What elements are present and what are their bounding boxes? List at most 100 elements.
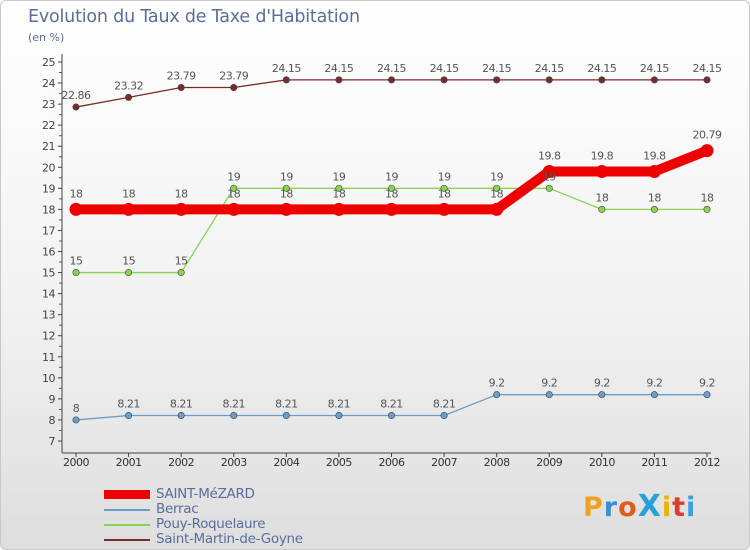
legend-swatch [104,524,150,526]
logo-letter: i [686,492,697,523]
data-label: 24.15 [640,62,669,75]
y-tick-label: 8 [49,414,56,427]
legend-swatch [104,490,150,499]
legend-label: Pouy-Roquelaure [156,516,266,532]
data-point [493,391,501,399]
x-tick-label: 2010 [589,456,615,469]
legend-label: SAINT-MéZARD [156,486,255,502]
data-point [230,184,238,192]
y-tick-label: 10 [42,372,55,385]
data-label: 18 [648,191,661,204]
legend-swatch [104,509,150,511]
data-point [177,83,185,91]
y-tick-label: 18 [42,203,55,216]
data-point [437,202,451,216]
data-label: 18 [122,187,135,200]
data-point [174,202,188,216]
data-label: 19 [227,170,240,183]
data-point [440,412,448,420]
data-point [282,76,290,84]
data-label: 18 [227,187,240,200]
logo-letter: X [637,489,662,524]
series-line [75,187,708,274]
data-label: 15 [175,255,188,268]
y-tick-label: 25 [42,56,55,69]
y-tick-label: 12 [42,330,55,343]
data-point [650,391,658,399]
data-point [125,93,133,101]
x-tick-label: 2004 [273,456,299,469]
data-label: 15 [122,255,135,268]
data-point [650,205,658,213]
data-point [545,76,553,84]
data-label: 23.32 [114,79,143,92]
data-point [335,184,343,192]
chart-subtitle: (en %) [28,31,65,44]
data-label: 24.15 [377,62,406,75]
legend-label: Saint-Martin-de-Goyne [156,531,303,547]
data-label: 19 [385,170,398,183]
chart-title: Evolution du Taux de Taxe d'Habitation [28,7,360,27]
x-tick-label: 2002 [168,456,194,469]
data-label: 22.86 [62,89,91,102]
data-point [387,412,395,420]
data-point [387,184,395,192]
data-label: 24.15 [693,62,722,75]
x-tick-label: 2005 [326,456,352,469]
y-tick-label: 9 [49,393,56,406]
x-tick-label: 2012 [694,456,720,469]
data-point [72,269,80,277]
data-point [598,76,606,84]
data-label: 8.21 [170,398,193,411]
data-point [598,391,606,399]
data-label: 19.8 [591,149,614,162]
data-point [493,76,501,84]
data-point [490,202,504,216]
y-tick-label: 24 [42,77,55,90]
data-point [440,76,448,84]
data-point [647,164,661,178]
data-label: 19 [490,170,503,183]
data-point [700,144,714,158]
data-label: 18 [175,187,188,200]
data-label: 18 [385,187,398,200]
y-tick-label: 17 [42,224,55,237]
logo-letter: i [661,492,673,523]
data-label: 19 [280,170,293,183]
data-label: 8.21 [433,398,456,411]
data-label: 8.21 [275,398,298,411]
data-label: 9.2 [489,377,505,390]
data-label: 20.79 [693,129,722,142]
data-point [703,391,711,399]
data-label: 19 [543,170,556,183]
data-label: 8.21 [380,398,403,411]
x-tick-label: 2006 [379,456,405,469]
data-label: 9.2 [541,377,557,390]
data-label: 24.15 [430,62,459,75]
y-tick-label: 16 [42,246,55,259]
data-label: 19.8 [643,149,666,162]
y-tick-label: 23 [42,98,55,111]
data-point [440,184,448,192]
data-point [177,269,185,277]
data-point [227,202,241,216]
data-label: 18 [595,191,608,204]
data-label: 24.15 [324,62,353,75]
data-point [703,76,711,84]
data-label: 18 [701,191,714,204]
y-tick-label: 22 [42,119,55,132]
data-point [335,412,343,420]
data-label: 8.21 [223,398,246,411]
data-point [387,76,395,84]
data-point [542,164,556,178]
data-point [493,184,501,192]
data-point [69,202,83,216]
data-point [72,103,80,111]
y-tick-label: 21 [42,140,55,153]
x-tick-label: 2007 [431,456,457,469]
data-label: 8 [73,402,80,415]
data-point [230,412,238,420]
data-point [282,412,290,420]
